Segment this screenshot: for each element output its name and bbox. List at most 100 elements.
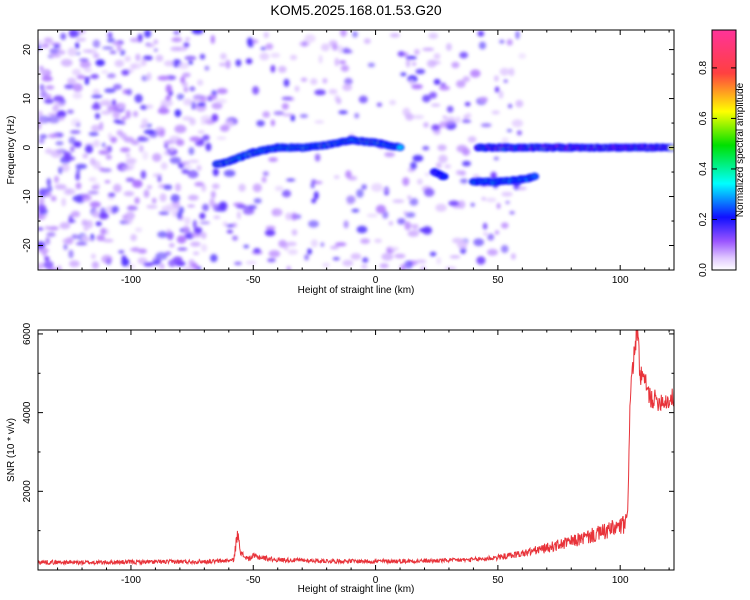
noise-blob [137,257,148,265]
noise-blob [91,94,103,99]
noise-blob [83,76,91,81]
noise-blob [491,110,500,115]
noise-blob [190,241,201,247]
noise-blob [273,111,285,116]
noise-blob [212,168,219,177]
noise-blob [170,194,180,203]
noise-blob [185,37,191,41]
noise-blob [68,214,74,224]
noise-blob [41,75,53,82]
noise-blob [151,259,162,266]
noise-blob [412,115,425,119]
noise-blob [354,112,360,119]
noise-blob [382,188,389,192]
noise-blob [442,115,448,120]
noise-blob [53,44,60,48]
noise-blob [58,115,65,121]
noise-blob [123,191,135,197]
noise-blob [43,260,54,269]
noise-blob [83,67,93,73]
noise-blob [511,119,524,128]
noise-blob [174,183,182,192]
noise-blob [98,150,110,155]
noise-blob [389,99,397,106]
noise-blob [503,79,508,83]
noise-blob [415,259,427,264]
spectrogram-xtick-label: -100 [121,275,141,286]
noise-blob [397,51,405,57]
noise-blob [104,88,116,93]
noise-blob [38,204,47,212]
noise-blob [318,54,323,64]
noise-blob [80,194,92,202]
noise-blob [42,250,48,257]
noise-blob [344,77,353,86]
noise-blob [262,171,269,177]
noise-blob [256,120,265,127]
noise-blob [510,253,516,260]
noise-blob [420,265,427,270]
noise-blob [45,192,52,197]
noise-blob [129,247,139,252]
noise-blob [39,65,44,71]
noise-blob [157,265,165,269]
noise-blob [499,67,510,76]
noise-blob [187,204,196,208]
snr-ticks: -100 -50 0 50 100 2000 4000 6000 [22,322,674,586]
noise-blob [92,88,100,96]
noise-blob [210,190,216,199]
noise-blob [439,85,450,91]
noise-blob [183,86,189,93]
noise-blob [90,124,101,132]
noise-blob [407,230,419,237]
noise-blob [494,230,500,235]
snr-ytick-label: 4000 [22,401,33,424]
noise-blob [461,119,472,123]
noise-blob [356,189,364,198]
noise-blob [223,169,236,177]
noise-blob [407,195,412,200]
noise-blob [435,203,447,212]
noise-blob [193,227,203,234]
noise-blob [146,43,155,48]
noise-blob [340,64,350,72]
noise-blob [98,167,105,172]
noise-blob [201,243,208,252]
noise-blob [157,175,162,183]
noise-blob [182,72,191,78]
noise-blob [426,59,437,68]
noise-blob [392,199,405,203]
noise-blob [176,235,187,244]
noise-blob [43,98,54,104]
noise-blob [509,211,515,215]
noise-blob [88,177,97,182]
noise-blob [259,52,270,61]
noise-blob [68,136,76,145]
noise-blob [82,153,89,159]
noise-blob [238,183,246,192]
noise-blob [121,116,127,121]
noise-blob [405,55,417,60]
noise-blob [75,242,88,246]
noise-blob [72,83,83,92]
noise-blob [498,90,504,99]
noise-blob [120,147,131,153]
noise-blob [291,212,297,221]
noise-blob [94,113,101,120]
noise-blob [516,130,523,136]
noise-blob [175,139,185,146]
noise-blob [54,184,67,190]
noise-blob [199,212,206,220]
noise-blob [433,78,441,85]
noise-blob [82,49,92,53]
noise-blob [423,122,429,128]
noise-blob [476,256,486,265]
noise-blob [294,85,300,92]
main-echo-core [396,145,404,150]
noise-blob [431,103,441,107]
noise-blob [456,80,466,88]
spectrogram-echoes [212,136,674,186]
